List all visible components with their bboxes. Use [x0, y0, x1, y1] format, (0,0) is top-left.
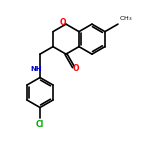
Text: CH$_3$: CH$_3$ — [119, 14, 132, 23]
Text: O: O — [59, 18, 66, 27]
Text: O: O — [73, 64, 79, 73]
Text: Cl: Cl — [36, 120, 44, 129]
Text: NH: NH — [30, 66, 42, 72]
